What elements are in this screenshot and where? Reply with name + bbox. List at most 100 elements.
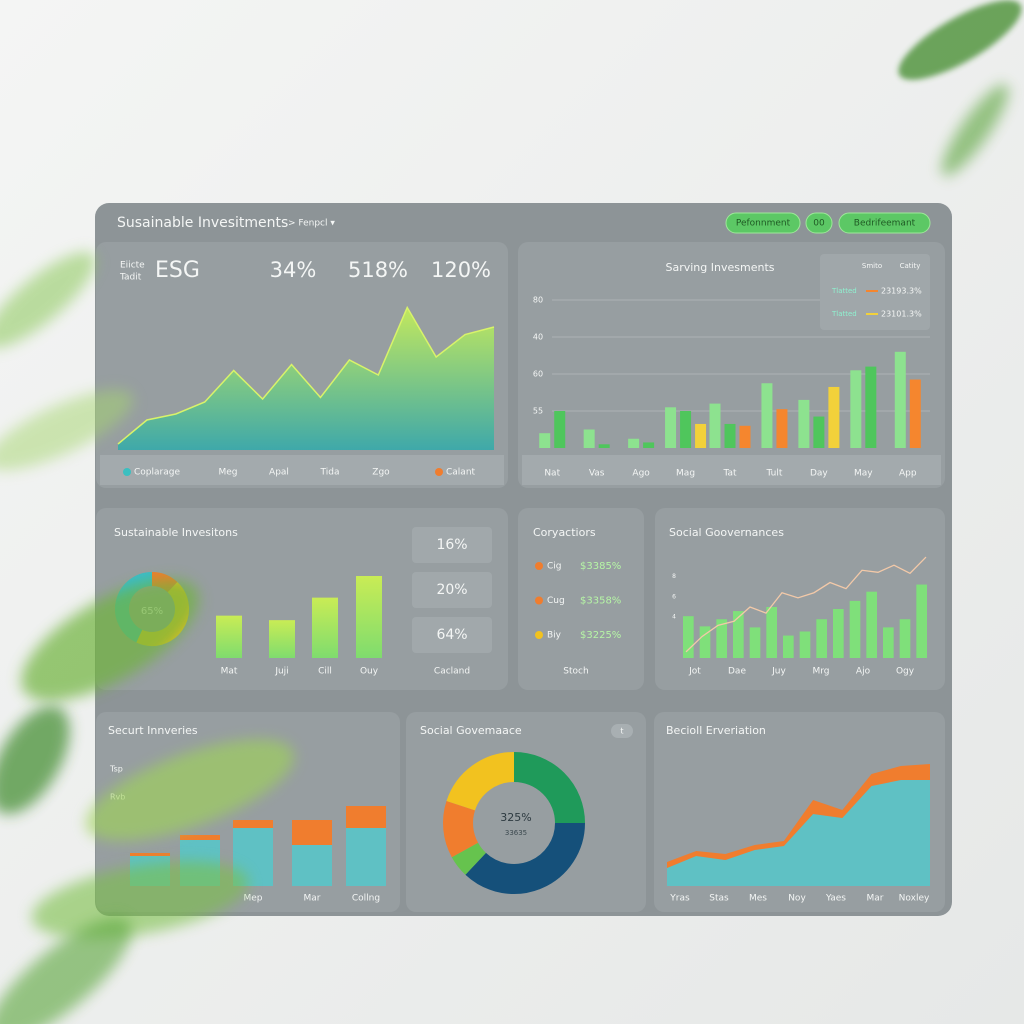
bar [783,635,794,658]
x-tick-label: Juy [771,667,786,677]
row-label: Cig [547,562,562,572]
bar-segment [130,853,170,856]
x-tick-label: Meg [218,468,237,478]
bar [709,403,721,448]
bar [312,597,338,658]
area [667,780,930,886]
bar [356,576,382,658]
x-tick-label: Nat [544,469,560,479]
bar [665,407,677,448]
breadcrumb[interactable]: > Fenpcl ▾ [288,219,335,229]
panel-title: Securt Innveries [108,724,198,737]
legend-label: Tlatted [831,310,857,318]
panel-title: Coryactiors [533,526,596,539]
bar [766,607,777,658]
y-tick-label: 60 [533,370,543,379]
header-button-label: 00 [813,219,825,229]
bar [643,442,655,448]
x-tick-label: Tida [320,468,340,478]
donut-segment [446,752,515,812]
panel [518,508,644,690]
badge-label: t [620,727,623,736]
bar [216,615,242,658]
x-tick-label: Noy [788,894,806,904]
bar-segment [180,835,220,840]
leaf [0,389,134,471]
bar [680,411,692,448]
panel [96,508,508,690]
row-label: Cug [547,596,565,606]
x-tick-label: Mag [676,469,695,479]
x-tick-label: Dae [728,667,746,677]
x-tick-label: Ouy [360,667,379,677]
header-button[interactable] [805,212,833,234]
legend-header: Smito [862,262,882,270]
header-button-label: Bedrifeemant [854,219,916,229]
donut-segment [513,752,585,824]
legend-swatch [435,468,443,476]
bar [866,591,877,658]
footer-label: Stoch [563,667,588,677]
bar-segment [292,820,332,845]
leaf [0,917,132,1024]
legend-value: 23193.3% [881,287,922,296]
x-tick-label: Apal [269,468,289,478]
leaf [0,251,96,349]
x-tick-label: Yaes [825,894,846,904]
bar [894,351,906,448]
header-button[interactable] [838,212,931,234]
donut-segment [443,801,479,858]
panel-title: Sarving Invesments [666,261,775,274]
bar [849,600,861,658]
bar [554,411,566,448]
x-tick-label: Yras [669,894,690,904]
bar [269,620,295,658]
bar-segment [292,845,332,886]
x-tick-label: Juji [274,667,288,677]
legend-label: Calant [446,468,476,478]
bar-segment [346,828,386,886]
x-tick-label: Jot [688,667,701,677]
bar [916,584,927,658]
row-value: $3385% [580,561,621,572]
x-tick-label: Stas [709,894,729,904]
bar [628,438,640,448]
bar [749,627,761,658]
annotation: Tsp [109,765,123,774]
kpi: 34% [270,258,317,282]
stat-value: 16% [436,537,467,553]
leaf [898,0,1022,80]
legend-label: Tlatted [831,287,857,295]
x-tick-label: Ago [632,469,650,479]
bar [816,619,827,658]
bar-segment [233,820,273,828]
bar-segment [346,806,386,828]
line [685,556,927,653]
donut-segment [465,822,585,894]
row-dot [535,562,543,570]
area [118,307,494,450]
legend-value: 23101.3% [881,310,922,319]
bar [598,444,610,448]
donut-segment [451,842,487,875]
badge [611,724,633,738]
bar [850,370,862,448]
bar [695,423,707,448]
x-tick-label: Zgo [372,468,390,478]
x-tick-label: Vas [589,469,605,479]
x-tick-label: May [854,469,873,479]
legend-header: Catity [900,262,921,270]
header-button[interactable] [725,212,801,234]
x-tick-label: Mat [221,667,238,677]
leaf [941,84,1009,176]
app-title: Susainable Invesitments [117,215,288,231]
bar [865,366,877,448]
bar [776,409,788,448]
bar [716,619,727,658]
bar [833,609,844,658]
subtitle: Tadit [119,273,142,283]
bar [899,619,911,658]
